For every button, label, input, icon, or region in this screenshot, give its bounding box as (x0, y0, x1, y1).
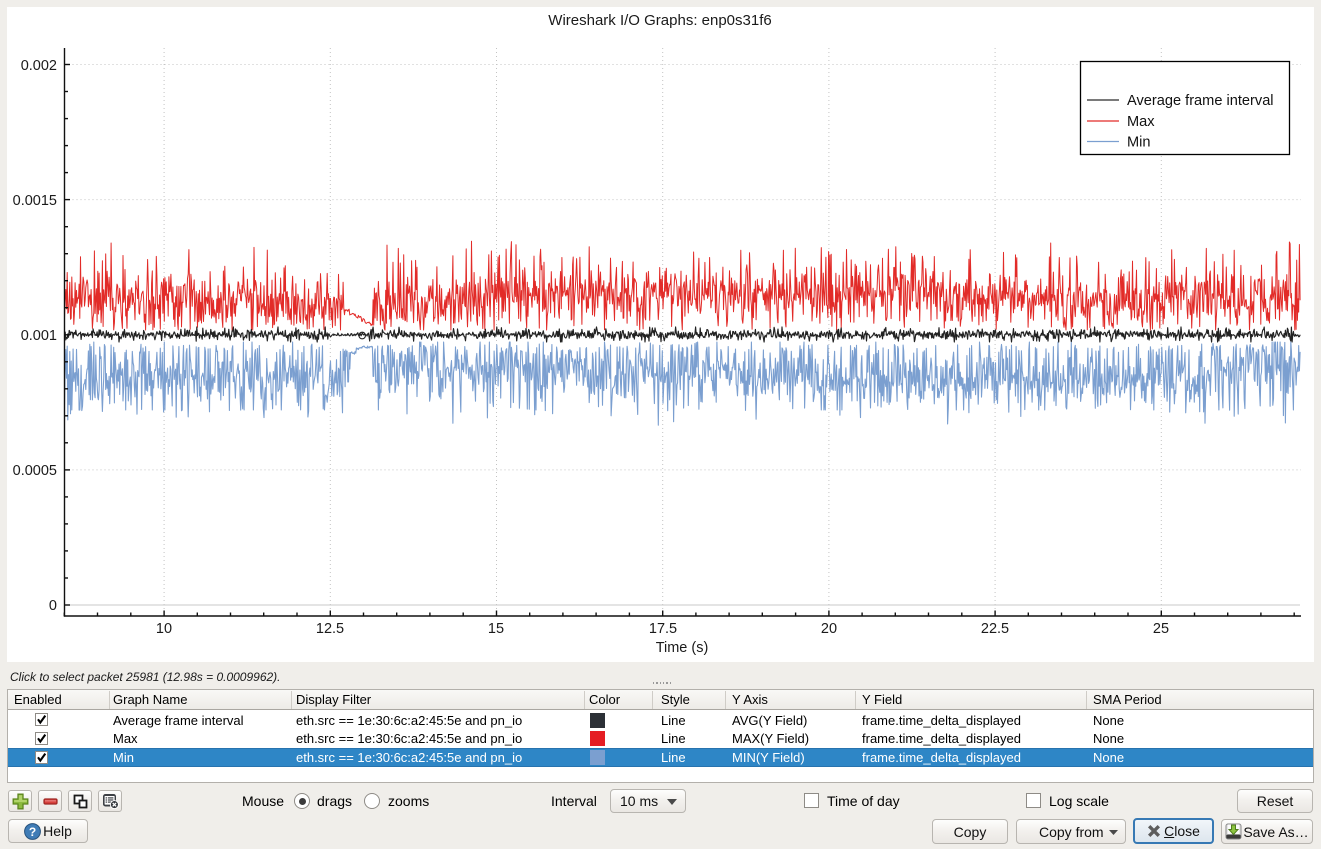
svg-text:Min: Min (1127, 135, 1151, 151)
svg-text:25: 25 (1153, 621, 1169, 637)
svg-text:Max: Max (1127, 114, 1155, 130)
svg-text:0.002: 0.002 (21, 58, 57, 74)
svg-text:Time (s): Time (s) (656, 640, 709, 656)
svg-text:?: ? (29, 825, 36, 839)
svg-text:10: 10 (156, 621, 172, 637)
svg-text:17.5: 17.5 (649, 621, 677, 637)
svg-text:0.0005: 0.0005 (13, 463, 57, 479)
svg-text:0.0015: 0.0015 (13, 193, 57, 209)
svg-text:20: 20 (821, 621, 837, 637)
svg-text:22.5: 22.5 (981, 621, 1009, 637)
svg-text:0: 0 (49, 598, 57, 614)
svg-text:12.5: 12.5 (316, 621, 344, 637)
svg-text:Average frame interval: Average frame interval (1127, 93, 1274, 109)
svg-text:Wireshark I/O Graphs: enp0s31f: Wireshark I/O Graphs: enp0s31f6 (548, 12, 771, 29)
svg-text:15: 15 (488, 621, 504, 637)
svg-text:0.001: 0.001 (21, 328, 57, 344)
